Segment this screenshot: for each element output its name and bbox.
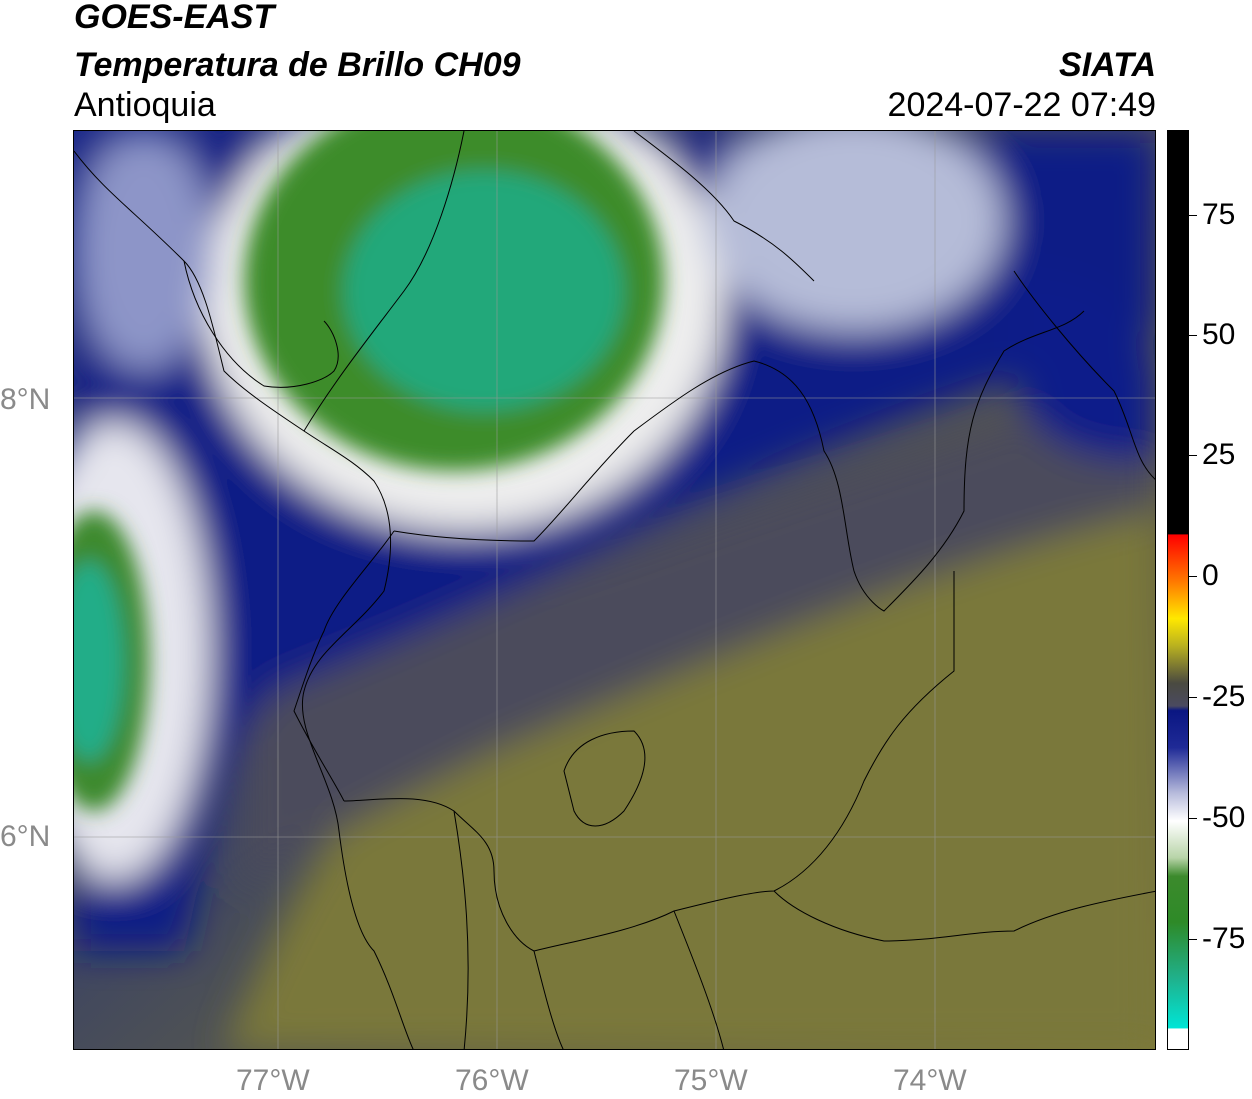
- colorbar-tick-25: [1189, 455, 1197, 456]
- border-ne-2: [1013, 270, 1155, 480]
- lat-label-8n: 8°N: [0, 383, 51, 416]
- title-line2: Temperatura de Brillo CH09: [74, 46, 521, 84]
- timestamp-label: 2024-07-22 07:49: [887, 86, 1156, 124]
- medellin-area: [563, 730, 646, 827]
- lon-label-76w: 76°W: [455, 1064, 529, 1097]
- border-panama: [303, 131, 465, 432]
- colorbar-gradient: [1168, 131, 1188, 1049]
- colorbar-tick-50: [1189, 335, 1197, 336]
- cold-cores: [74, 131, 664, 811]
- colorbar-tick-neg50: [1189, 818, 1197, 819]
- colorbar-tick-0: [1189, 576, 1197, 577]
- light-cloud-nw: [74, 131, 214, 371]
- colorbar-label-25: 25: [1202, 438, 1236, 471]
- border-antioquia-north: [393, 310, 1085, 612]
- coastline-west: [74, 150, 414, 1049]
- light-cloud-ne: [704, 131, 1004, 331]
- coastline-gulf: [183, 260, 339, 388]
- colorbar-tick-neg25: [1189, 697, 1197, 698]
- boundaries: [74, 131, 1155, 1049]
- lat-label-6n: 6°N: [0, 820, 51, 853]
- colorbar-label-neg25: -25: [1202, 680, 1246, 713]
- colorbar-label-50: 50: [1202, 318, 1236, 351]
- region-label: Antioquia: [74, 86, 216, 124]
- border-antioquia-south: [343, 571, 955, 952]
- border-south-east: [673, 910, 724, 1049]
- gray-band: [244, 371, 1155, 891]
- border-antioquia-west: [293, 530, 395, 802]
- border-ne-1: [633, 131, 815, 282]
- colorbar-label-neg50: -50: [1202, 801, 1246, 834]
- warm-region: [224, 511, 1155, 1049]
- colorbar-label-neg75: -75: [1202, 922, 1246, 955]
- brightness-temperature-map: [74, 131, 1155, 1049]
- lon-label-75w: 75°W: [674, 1064, 748, 1097]
- border-east: [773, 890, 1155, 942]
- teal-core-main: [344, 171, 624, 411]
- border-south: [533, 950, 564, 1049]
- title-line1: GOES-EAST: [74, 0, 275, 36]
- colorbar-tick-neg75: [1189, 939, 1197, 940]
- colorbar-label-75: 75: [1202, 198, 1236, 231]
- organization-label: SIATA: [1059, 46, 1156, 84]
- colorbar-tick-75: [1189, 215, 1197, 216]
- lon-label-74w: 74°W: [893, 1064, 967, 1097]
- colorbar-label-0: 0: [1202, 559, 1219, 592]
- lon-label-77w: 77°W: [236, 1064, 310, 1097]
- teal-core-west: [74, 561, 124, 761]
- colorbar: [1167, 130, 1189, 1050]
- border-southwest: [453, 810, 469, 1049]
- map-panel[interactable]: [73, 130, 1156, 1050]
